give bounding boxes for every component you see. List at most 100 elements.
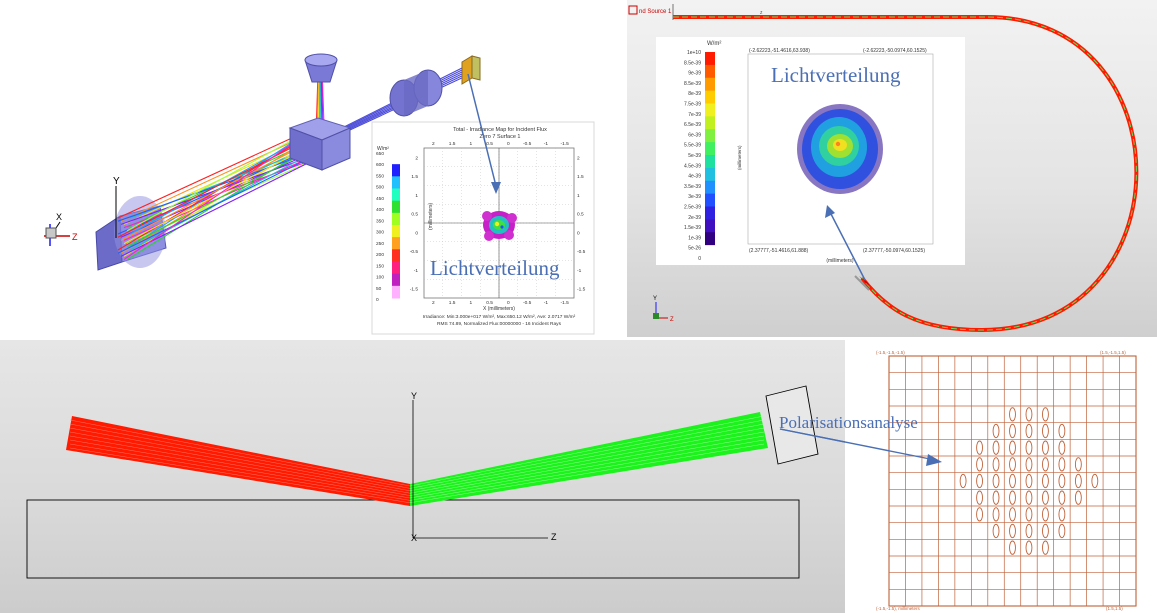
svg-text:z: z [760, 10, 763, 16]
incident-ray [69, 439, 411, 499]
ray-line [126, 145, 319, 248]
polarization-ellipse [1042, 457, 1049, 472]
incident-ray [69, 423, 411, 489]
incident-ray [69, 427, 411, 491]
ray-line [117, 133, 319, 238]
polarization-ellipses [959, 407, 1099, 555]
polarization-ellipse [1042, 540, 1049, 555]
axis-triad: Y X Z [44, 176, 120, 246]
p2-scalebar-segment [705, 167, 715, 182]
polarization-ellipse [992, 507, 1000, 522]
x-tick-bottom: 0.5 [486, 300, 493, 306]
ray-line [117, 125, 319, 219]
axis-x-label: X [56, 212, 62, 222]
polarization-ellipse [1025, 507, 1033, 522]
polarization-ellipse [1042, 473, 1049, 489]
ray-line [120, 137, 319, 241]
p2-scalebar-tick: 6e-39 [688, 132, 701, 138]
reflection-panel: Y Z X [0, 340, 845, 613]
p2-lichtverteilung-label: Lichtverteilung [771, 63, 901, 87]
p2-scalebar-tick: 5e-26 [688, 246, 701, 252]
p2-scalebar-segment [705, 142, 715, 156]
irradiance-footer-2: RMS 74.89, Normalized Flux:00000000 - 16… [437, 321, 562, 327]
p2-scalebar [705, 52, 715, 259]
irradiance-subtitle: Zero 7 Surface 1 [480, 134, 521, 140]
ray-line [123, 125, 319, 261]
reflected-ray [409, 427, 765, 494]
scalebar-tick: 50 [376, 286, 382, 292]
x-tick-top: 1 [470, 141, 473, 147]
reflected-ray [409, 443, 765, 503]
polarization-ellipse [1074, 490, 1082, 505]
y-tick-left: -1.5 [410, 287, 419, 293]
p2-scalebar-segment [705, 103, 715, 117]
polarization-ellipse [1009, 473, 1016, 489]
y-tick-right: -1 [577, 268, 582, 274]
ray-line [126, 125, 319, 232]
x-tick-bottom: 1.5 [449, 300, 456, 306]
beam-splitter-cube [288, 117, 352, 171]
polarization-ellipse [1009, 523, 1016, 539]
p4-corner-tr: (1.5,-1.5,1.5) [1100, 350, 1126, 355]
scalebar-segment [392, 188, 400, 202]
y-tick-left: 0.5 [411, 212, 418, 218]
p2-scalebar-tick: 2.5e-39 [684, 205, 701, 211]
irradiance-spot [482, 211, 517, 241]
irradiance-xlabel: X (millimeters) [483, 306, 515, 312]
polarization-ellipse [1025, 423, 1033, 439]
polarization-ellipse [1009, 457, 1016, 472]
irradiance-map: Total - Irradiance Map for Incident Flux… [371, 121, 595, 335]
x-tick-top: -1.5 [560, 141, 569, 147]
p2-scalebar-segment [705, 232, 715, 246]
polarization-panel: (-1.5,-1.5,-1.5) (1.5,-1.5,1.5) (-1.5,-1… [872, 346, 1157, 613]
polarization-ellipse [976, 490, 983, 505]
polarization-ellipse [1058, 523, 1066, 539]
x-tick-bottom: -1 [544, 300, 549, 306]
scalebar-tick: 0 [376, 297, 379, 303]
p2-scalebar-segment [705, 206, 715, 220]
scalebar-segment [392, 176, 400, 189]
polarization-ellipse [1009, 540, 1016, 555]
p2-axis-z-label: Z [670, 317, 674, 323]
y-tick-right: -1.5 [577, 287, 586, 293]
irradiance-footer-1: Irradiance: Min:3.000e+017 W/m², Max:650… [423, 314, 576, 320]
reflected-ray [409, 439, 765, 501]
polarization-ellipse [1025, 523, 1033, 539]
axis-y-label: Y [113, 176, 120, 187]
scalebar-tick: 650 [376, 151, 384, 157]
scalebar-segment [392, 249, 400, 262]
irradiance-ticks: 2 2 1.5 1.5 1 1 0.5 0.5 0 0 -0.5 -0.5 -1 -1 -1.5 -1.5 2 2… [410, 141, 586, 306]
lichtverteilung-label: Lichtverteilung [430, 256, 560, 280]
incident-ray [69, 447, 411, 503]
fiber-axis-triad: Y Z [653, 296, 674, 323]
polarization-ellipse [976, 473, 983, 489]
polarization-ellipse [1042, 507, 1049, 522]
polarization-ellipse [992, 523, 1000, 539]
scalebar-tick: 300 [376, 230, 384, 236]
polarization-ellipse [1025, 457, 1033, 472]
scalebar-segment [392, 273, 400, 287]
x-tick-bottom: -0.5 [523, 300, 532, 306]
x-tick-top: 1.5 [449, 141, 456, 147]
polarization-ellipse [1009, 507, 1016, 522]
p2-scalebar-tick: 7e-39 [688, 112, 701, 118]
polarization-ellipse [1042, 490, 1049, 505]
p2-scalebar-tick: 6.5e-39 [684, 122, 701, 128]
polarization-ellipse [1042, 423, 1049, 439]
incident-ray [69, 443, 411, 501]
p4-corner-br: (1.5,1.5) [1106, 606, 1123, 611]
p2-scalebar-tick: 1e-39 [688, 235, 701, 241]
p2-scalebar-unit: W/m² [707, 41, 721, 47]
polarization-ellipse [1042, 407, 1049, 422]
reflected-ray [409, 415, 765, 487]
scalebar-segment [392, 212, 400, 226]
p2-scalebar-tick: 8.5e-39 [684, 81, 701, 87]
scalebar-tick: 250 [376, 241, 384, 247]
x-tick-top: -1 [544, 141, 549, 147]
p2-scalebar-tick: 1e+10 [687, 50, 701, 56]
ray-line [120, 157, 319, 257]
scalebar-segment [392, 200, 400, 214]
fiber-scene: nd Source 1 z Y Z W/m² 1e+10 8.5e-39 9e-39… [628, 4, 1139, 333]
reflection-scene: Y Z X [26, 385, 845, 579]
x-tick-bottom: 0 [507, 300, 510, 306]
